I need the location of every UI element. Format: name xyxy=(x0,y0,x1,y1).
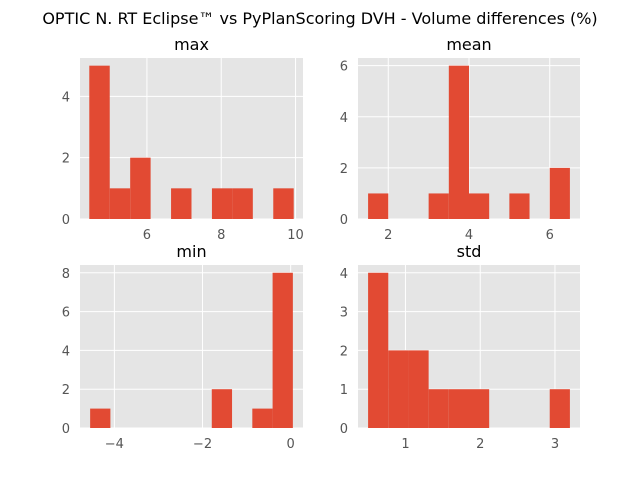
histogram-bar xyxy=(368,193,389,219)
histogram-bar xyxy=(428,193,449,219)
y-tick-label: 6 xyxy=(62,306,70,321)
histogram-bar xyxy=(448,389,469,428)
y-tick-label: 1 xyxy=(340,383,348,398)
y-tick-label: 4 xyxy=(62,90,70,105)
histogram-bar xyxy=(448,65,469,220)
histogram-bar xyxy=(549,167,570,219)
x-tick-label: −2 xyxy=(193,437,212,452)
subplot-std: 1 2 3 0 1 2 3 4 std xyxy=(340,242,580,452)
subplot-title: mean xyxy=(446,35,491,54)
plot-background xyxy=(80,265,303,428)
y-tick-label: 4 xyxy=(340,267,348,282)
x-tick-label: 8 xyxy=(217,228,225,243)
x-tick-label: −4 xyxy=(105,437,124,452)
x-tick-label: 10 xyxy=(287,228,304,243)
figure-title: OPTIC N. RT Eclipse™ vs PyPlanScoring DV… xyxy=(42,9,597,28)
y-tick-label: 6 xyxy=(340,60,348,75)
histogram-bar xyxy=(469,389,490,428)
histogram-bar xyxy=(109,188,131,219)
y-tick-label: 2 xyxy=(340,344,348,359)
x-tick-label: 0 xyxy=(287,437,295,452)
histogram-bar xyxy=(428,389,449,428)
histogram-bar xyxy=(388,350,409,428)
subplot-mean: 2 4 6 0 2 4 6 mean xyxy=(340,35,580,243)
subplot-max: 6 8 10 0 2 4 max xyxy=(62,35,304,243)
y-tick-label: 0 xyxy=(340,213,348,228)
histogram-bar xyxy=(252,408,273,428)
y-tick-label: 8 xyxy=(62,267,70,282)
y-tick-label: 3 xyxy=(340,306,348,321)
x-tick-label: 4 xyxy=(465,228,473,243)
y-tick-label: 0 xyxy=(62,213,70,228)
histogram-bar xyxy=(89,65,110,220)
y-tick-label: 0 xyxy=(340,422,348,437)
histogram-bar xyxy=(509,193,530,219)
histogram-bar xyxy=(272,272,293,428)
histogram-bar xyxy=(273,188,294,219)
histogram-bar xyxy=(469,193,490,219)
x-tick-label: 2 xyxy=(476,437,484,452)
histogram-bar xyxy=(211,389,233,428)
y-tick-label: 2 xyxy=(62,152,70,167)
x-tick-label: 6 xyxy=(143,228,151,243)
y-tick-label: 4 xyxy=(62,344,70,359)
x-tick-label: 6 xyxy=(546,228,554,243)
x-tick-label: 1 xyxy=(401,437,409,452)
y-tick-label: 4 xyxy=(340,111,348,126)
y-tick-label: 2 xyxy=(340,162,348,177)
histogram-bar xyxy=(232,188,253,219)
histogram-bar xyxy=(90,408,111,428)
histogram-bar xyxy=(130,157,151,219)
x-tick-label: 3 xyxy=(551,437,559,452)
y-tick-label: 0 xyxy=(62,422,70,437)
histogram-bar xyxy=(368,272,389,428)
subplot-min: −4 −2 0 0 2 4 6 8 min xyxy=(62,242,303,452)
histogram-bar xyxy=(171,188,192,219)
histogram-bar xyxy=(211,188,233,219)
histogram-bar xyxy=(408,350,429,428)
histogram-bar xyxy=(549,389,570,428)
x-tick-label: 2 xyxy=(384,228,392,243)
subplot-title: max xyxy=(174,35,209,54)
y-tick-label: 2 xyxy=(62,383,70,398)
subplot-title: min xyxy=(176,242,206,261)
subplot-title: std xyxy=(457,242,482,261)
